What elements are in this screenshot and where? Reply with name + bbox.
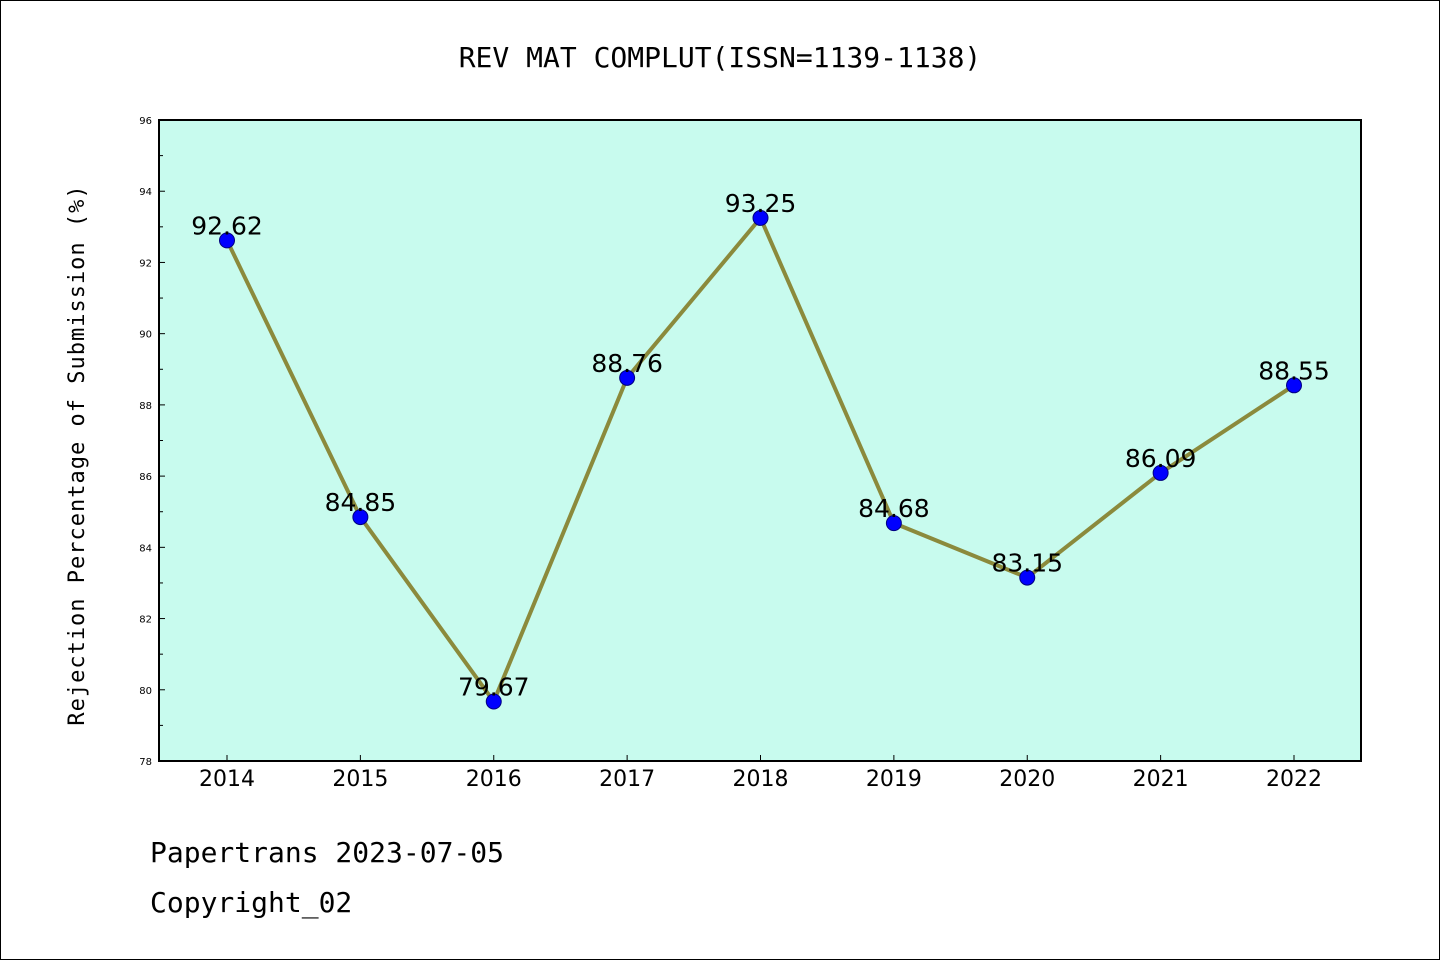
- y-tick-label: 92: [139, 258, 152, 269]
- y-tick-label: 88: [139, 401, 152, 412]
- footer-copyright: Copyright_02: [150, 886, 353, 919]
- data-point: [1019, 569, 1036, 586]
- x-tick-label: 2021: [1133, 767, 1189, 792]
- data-point: [1286, 377, 1302, 394]
- x-tick-label: 2016: [466, 767, 522, 792]
- data-point: [352, 509, 369, 526]
- marker-group: [219, 209, 1302, 710]
- data-label: 84.68: [858, 494, 930, 523]
- data-label-group: 92.62 84.85 79.67 88.76 93.25 84.68 83.15 86.09…: [191, 189, 1330, 702]
- data-label: 88.55: [1258, 356, 1330, 385]
- y-tick-label: 82: [139, 615, 152, 626]
- x-tick-label: 2020: [999, 767, 1055, 792]
- data-label: 84.85: [325, 488, 397, 517]
- x-tick-label: 2017: [599, 767, 655, 792]
- x-tick-label: 2019: [866, 767, 922, 792]
- chart-title: REV MAT COMPLUT(ISSN=1139-1138): [459, 41, 982, 74]
- y-tick-label: 78: [139, 757, 152, 768]
- plot-area: [159, 120, 1361, 761]
- data-label: 83.15: [991, 549, 1063, 578]
- y-tick-label: 86: [139, 472, 152, 483]
- data-point: [485, 693, 502, 710]
- y-axis-label: Rejection Percentage of Submission (%): [65, 184, 90, 725]
- x-tick-label: 2015: [332, 767, 388, 792]
- data-label: 93.25: [725, 189, 797, 218]
- data-label: 79.67: [458, 673, 530, 702]
- x-tick-label: 2018: [733, 767, 789, 792]
- data-point: [1152, 464, 1169, 481]
- x-axis: 2014 2015 2016 2017 2018 2019 2020 2021 2022: [199, 755, 1322, 792]
- plot-border: [158, 119, 1362, 762]
- data-label: 92.62: [191, 211, 263, 240]
- y-tick-label: 80: [139, 686, 152, 697]
- data-point: [219, 232, 235, 249]
- y-tick-label: 96: [139, 116, 152, 127]
- y-tick-label: 94: [139, 187, 152, 198]
- data-label: 86.09: [1125, 444, 1197, 473]
- y-tick-label: 90: [139, 330, 152, 341]
- data-label: 88.76: [591, 349, 663, 378]
- data-point: [885, 515, 902, 532]
- data-point: [619, 369, 636, 386]
- x-tick-label: 2014: [199, 767, 255, 792]
- footer-date: Papertrans 2023-07-05: [150, 836, 505, 869]
- x-tick-label: 2022: [1266, 767, 1322, 792]
- y-tick-label: 84: [139, 543, 152, 554]
- data-point: [752, 209, 769, 226]
